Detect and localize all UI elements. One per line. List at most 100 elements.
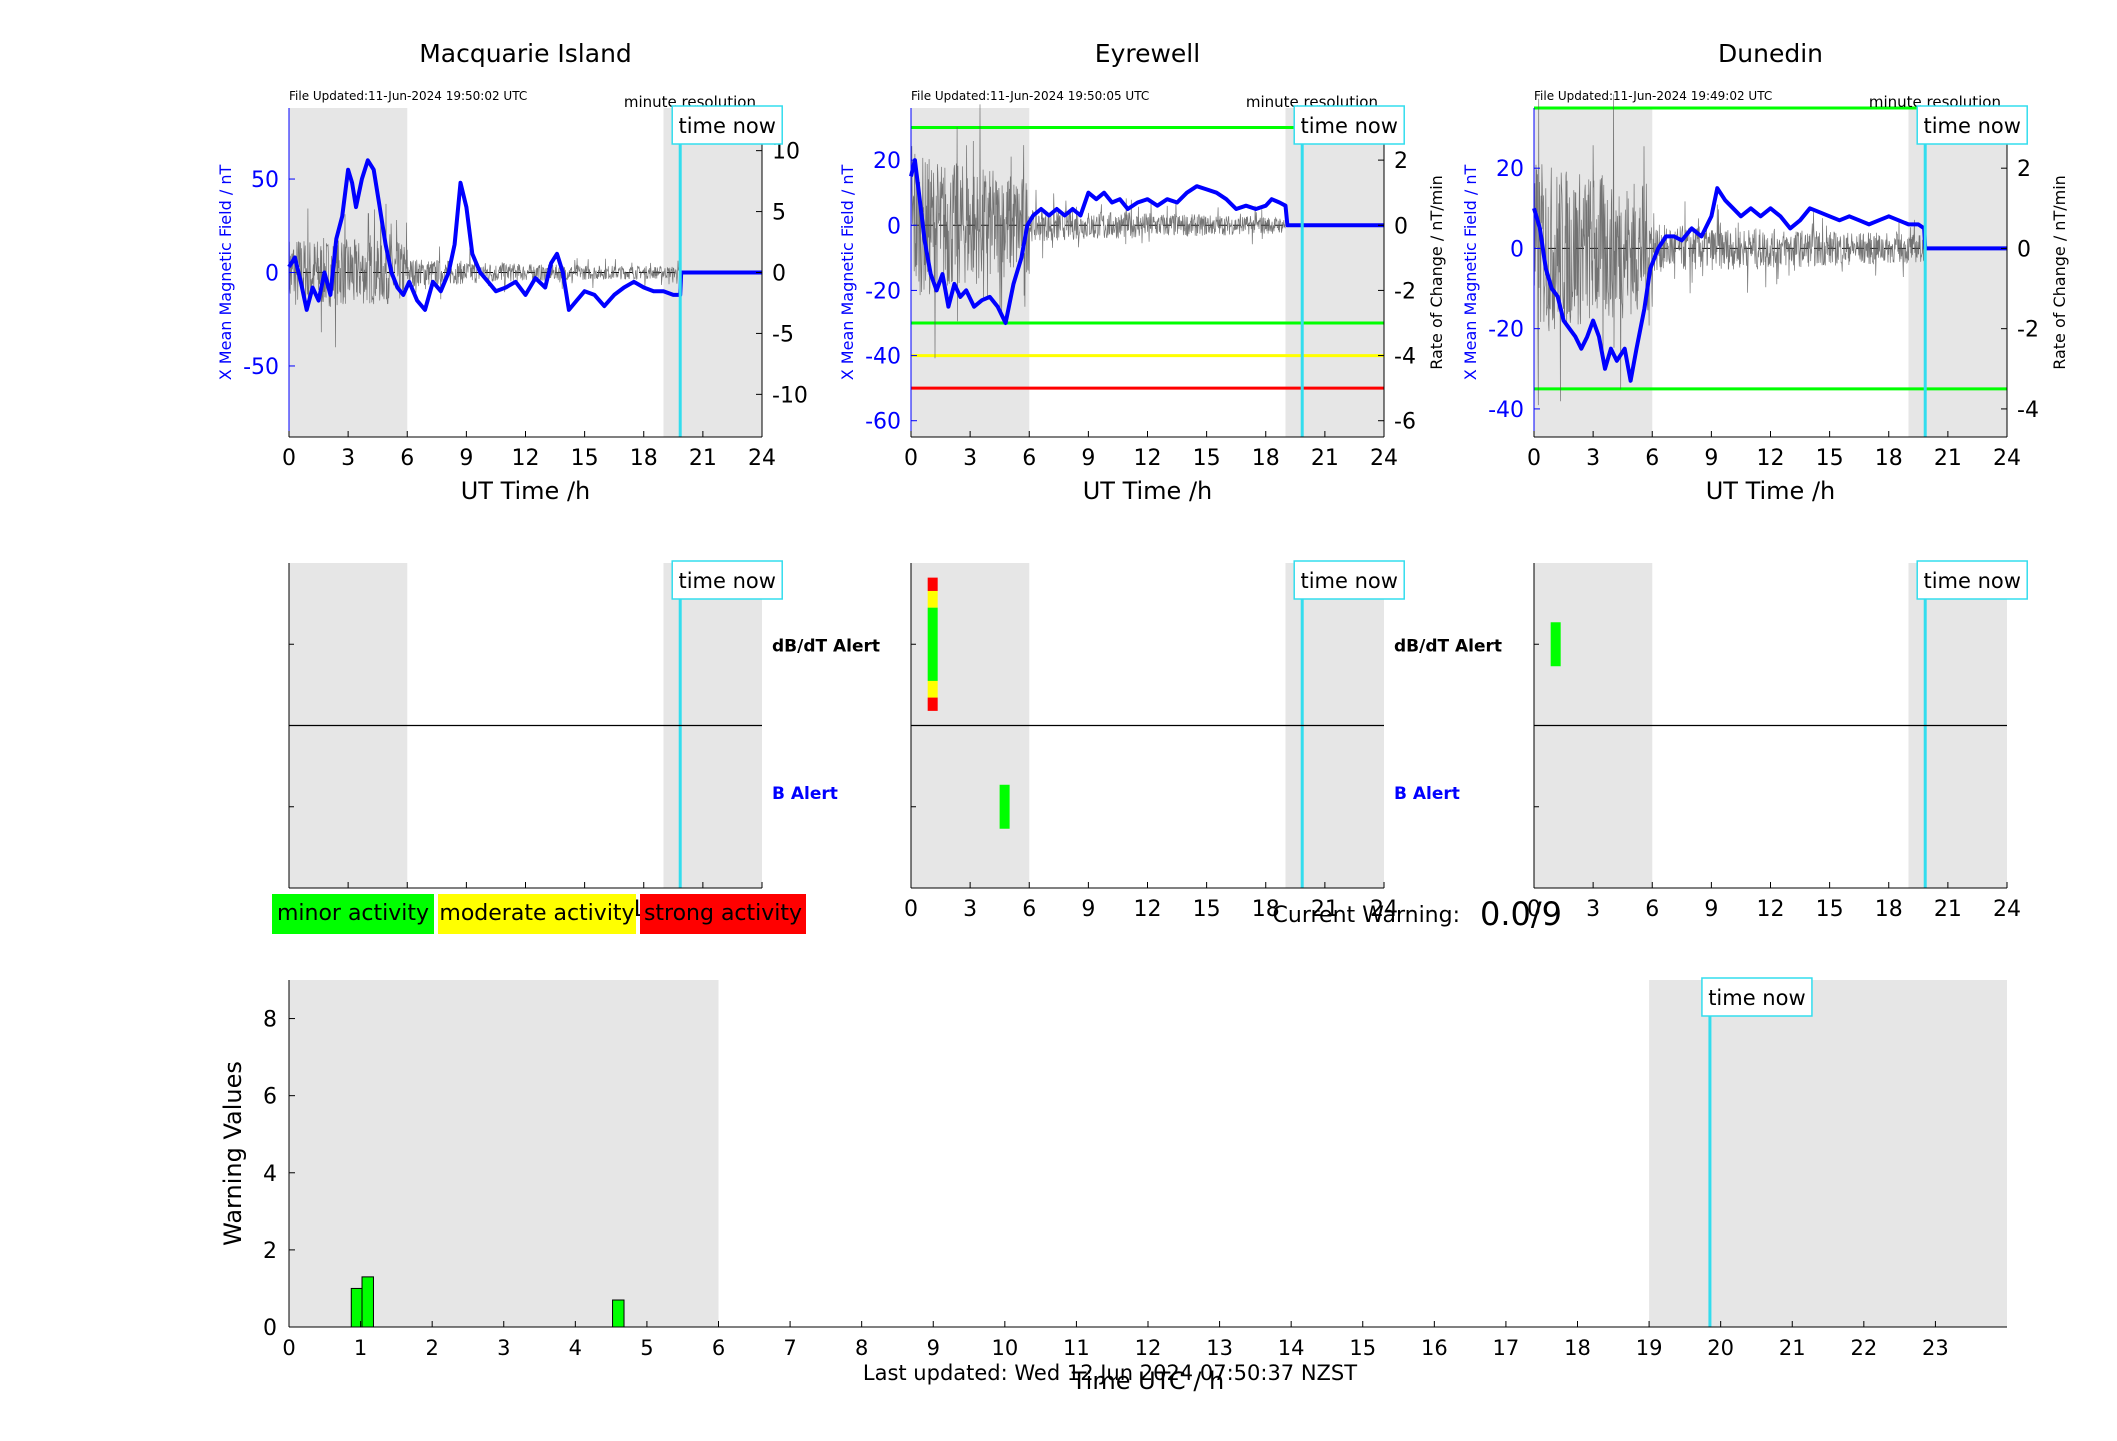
alert-2-x-tick-label: 9 <box>1081 897 1095 922</box>
warning-x-tick-label: 4 <box>569 1336 582 1360</box>
warning-x-tick-label: 21 <box>1779 1336 1806 1360</box>
station-1-y-tick-label: -50 <box>243 355 279 380</box>
alert-3-x-tick-label: 9 <box>1704 897 1718 922</box>
station-3-x-tick-label: 3 <box>1586 446 1600 471</box>
warning-x-tick-label: 9 <box>927 1336 940 1360</box>
station-1-x-tick-label: 21 <box>689 446 717 471</box>
warning-y-tick-label: 2 <box>263 1239 277 1264</box>
legend: minor activity moderate activity strong … <box>272 894 806 934</box>
station-2-x-tick-label: 3 <box>963 446 977 471</box>
station-2-y-tick-label: -60 <box>865 410 901 435</box>
alert-2-dbdt-mark <box>928 698 938 711</box>
station-2-y-tick-label: 0 <box>887 214 901 239</box>
alert-2-dbdt-mark <box>928 578 938 591</box>
station-1-y2-tick-label: -10 <box>772 383 808 408</box>
station-3-x-tick-label: 12 <box>1757 446 1785 471</box>
station-1-x-tick-label: 12 <box>512 446 540 471</box>
station-1-x-tick-label: 15 <box>571 446 599 471</box>
alert-1-time-now-label: time now <box>678 569 775 593</box>
alert-2-x-tick-label: 0 <box>904 897 918 922</box>
alert-3-x-tick-label: 12 <box>1757 897 1785 922</box>
station-2-x-tick-label: 21 <box>1311 446 1339 471</box>
station-3-title: Dunedin <box>1718 39 1823 68</box>
alert-3-x-tick-label: 3 <box>1586 897 1600 922</box>
station-2-x-label: UT Time /h <box>1083 477 1213 505</box>
station-3-y2-label: Rate of Change / nT/min <box>2050 175 2069 370</box>
station-3-y2-tick-label: 2 <box>2017 157 2031 182</box>
station-2-x-tick-label: 9 <box>1081 446 1095 471</box>
station-1-y-tick-label: 0 <box>265 262 279 287</box>
station-1-x-tick-label: 6 <box>400 446 414 471</box>
station-2-y2-tick-label: -6 <box>1394 410 1416 435</box>
warning-x-tick-label: 15 <box>1349 1336 1376 1360</box>
station-2-x-tick-label: 12 <box>1134 446 1162 471</box>
warning-night-band <box>1649 980 2007 1327</box>
alert-3-x-tick-label: 15 <box>1816 897 1844 922</box>
alert-3-x-tick-label: 18 <box>1875 897 1903 922</box>
alert-3-x-tick-label: 6 <box>1645 897 1659 922</box>
alert-3-x-tick-label: 24 <box>1993 897 2021 922</box>
station-3-file-updated: File Updated:11-Jun-2024 19:49:02 UTC <box>1534 89 1772 103</box>
warning-x-tick-label: 22 <box>1850 1336 1877 1360</box>
warning-y-label: Warning Values <box>219 1061 247 1246</box>
station-3-time-now-label: time now <box>1923 114 2020 138</box>
station-3-x-label: UT Time /h <box>1706 477 1836 505</box>
alert-2-x-tick-label: 6 <box>1022 897 1036 922</box>
station-2-time-now-label: time now <box>1300 114 1397 138</box>
station-2-y-tick-label: 20 <box>873 149 901 174</box>
station-1-y2-tick-label: 5 <box>772 201 786 226</box>
station-2-title: Eyrewell <box>1095 39 1200 68</box>
station-1-y2-tick-label: -5 <box>772 322 794 347</box>
warning-y-tick-label: 8 <box>263 1008 277 1033</box>
station-1-x-tick-label: 18 <box>630 446 658 471</box>
station-2-x-tick-label: 6 <box>1022 446 1036 471</box>
station-3-x-tick-label: 15 <box>1816 446 1844 471</box>
station-3-x-tick-label: 21 <box>1934 446 1962 471</box>
station-1-title: Macquarie Island <box>419 39 632 68</box>
warning-x-tick-label: 5 <box>640 1336 653 1360</box>
warning-x-tick-label: 13 <box>1206 1336 1233 1360</box>
warning-x-tick-label: 1 <box>354 1336 367 1360</box>
station-2-x-tick-label: 15 <box>1193 446 1221 471</box>
warning-x-tick-label: 23 <box>1922 1336 1949 1360</box>
warning-bar <box>362 1277 373 1327</box>
alert-2-x-tick-label: 3 <box>963 897 977 922</box>
alert-3-x-tick-label: 21 <box>1934 897 1962 922</box>
warning-y-tick-label: 6 <box>263 1085 277 1110</box>
station-1-y2-tick-label: 0 <box>772 262 786 287</box>
warning-x-tick-label: 11 <box>1063 1336 1090 1360</box>
alert-2-dbdt-label: dB/dT Alert <box>1394 636 1502 656</box>
station-3-y2-tick-label: -2 <box>2017 318 2039 343</box>
station-2-y2-tick-label: 0 <box>1394 214 1408 239</box>
warning-x-tick-label: 18 <box>1564 1336 1591 1360</box>
station-1-file-updated: File Updated:11-Jun-2024 19:50:02 UTC <box>289 89 527 103</box>
station-3-x-tick-label: 9 <box>1704 446 1718 471</box>
alert-2-time-now-label: time now <box>1300 569 1397 593</box>
alert-2-b-label: B Alert <box>1394 784 1460 804</box>
station-3-y2-tick-label: -4 <box>2017 398 2039 423</box>
station-2-y2-tick-label: -2 <box>1394 279 1416 304</box>
station-1-y-label: X Mean Magnetic Field / nT <box>216 165 235 381</box>
station-3-y-label: X Mean Magnetic Field / nT <box>1461 165 1480 381</box>
alert-3-dbdt-mark <box>1551 622 1561 666</box>
warning-x-tick-label: 0 <box>282 1336 295 1360</box>
station-3-y-tick-label: 0 <box>1510 237 1524 262</box>
station-1-x-label: UT Time /h <box>461 477 591 505</box>
warning-x-tick-label: 20 <box>1707 1336 1734 1360</box>
alert-2-b-mark <box>1000 785 1010 829</box>
station-3-y-tick-label: 20 <box>1496 157 1524 182</box>
station-3-x-tick-label: 6 <box>1645 446 1659 471</box>
warning-x-tick-label: 12 <box>1135 1336 1162 1360</box>
station-1-x-tick-label: 3 <box>341 446 355 471</box>
station-2-x-tick-label: 24 <box>1370 446 1398 471</box>
alert-1-b-label: B Alert <box>772 784 838 804</box>
station-2-y2-tick-label: 2 <box>1394 149 1408 174</box>
warning-x-tick-label: 8 <box>855 1336 868 1360</box>
alert-1-dbdt-label: dB/dT Alert <box>772 636 880 656</box>
legend-minor-label: minor activity <box>277 901 429 926</box>
station-3-y-tick-label: -20 <box>1488 318 1524 343</box>
last-updated: Last updated: Wed 12 Jun 2024 07:50:37 N… <box>863 1361 1357 1385</box>
station-2-file-updated: File Updated:11-Jun-2024 19:50:05 UTC <box>911 89 1149 103</box>
